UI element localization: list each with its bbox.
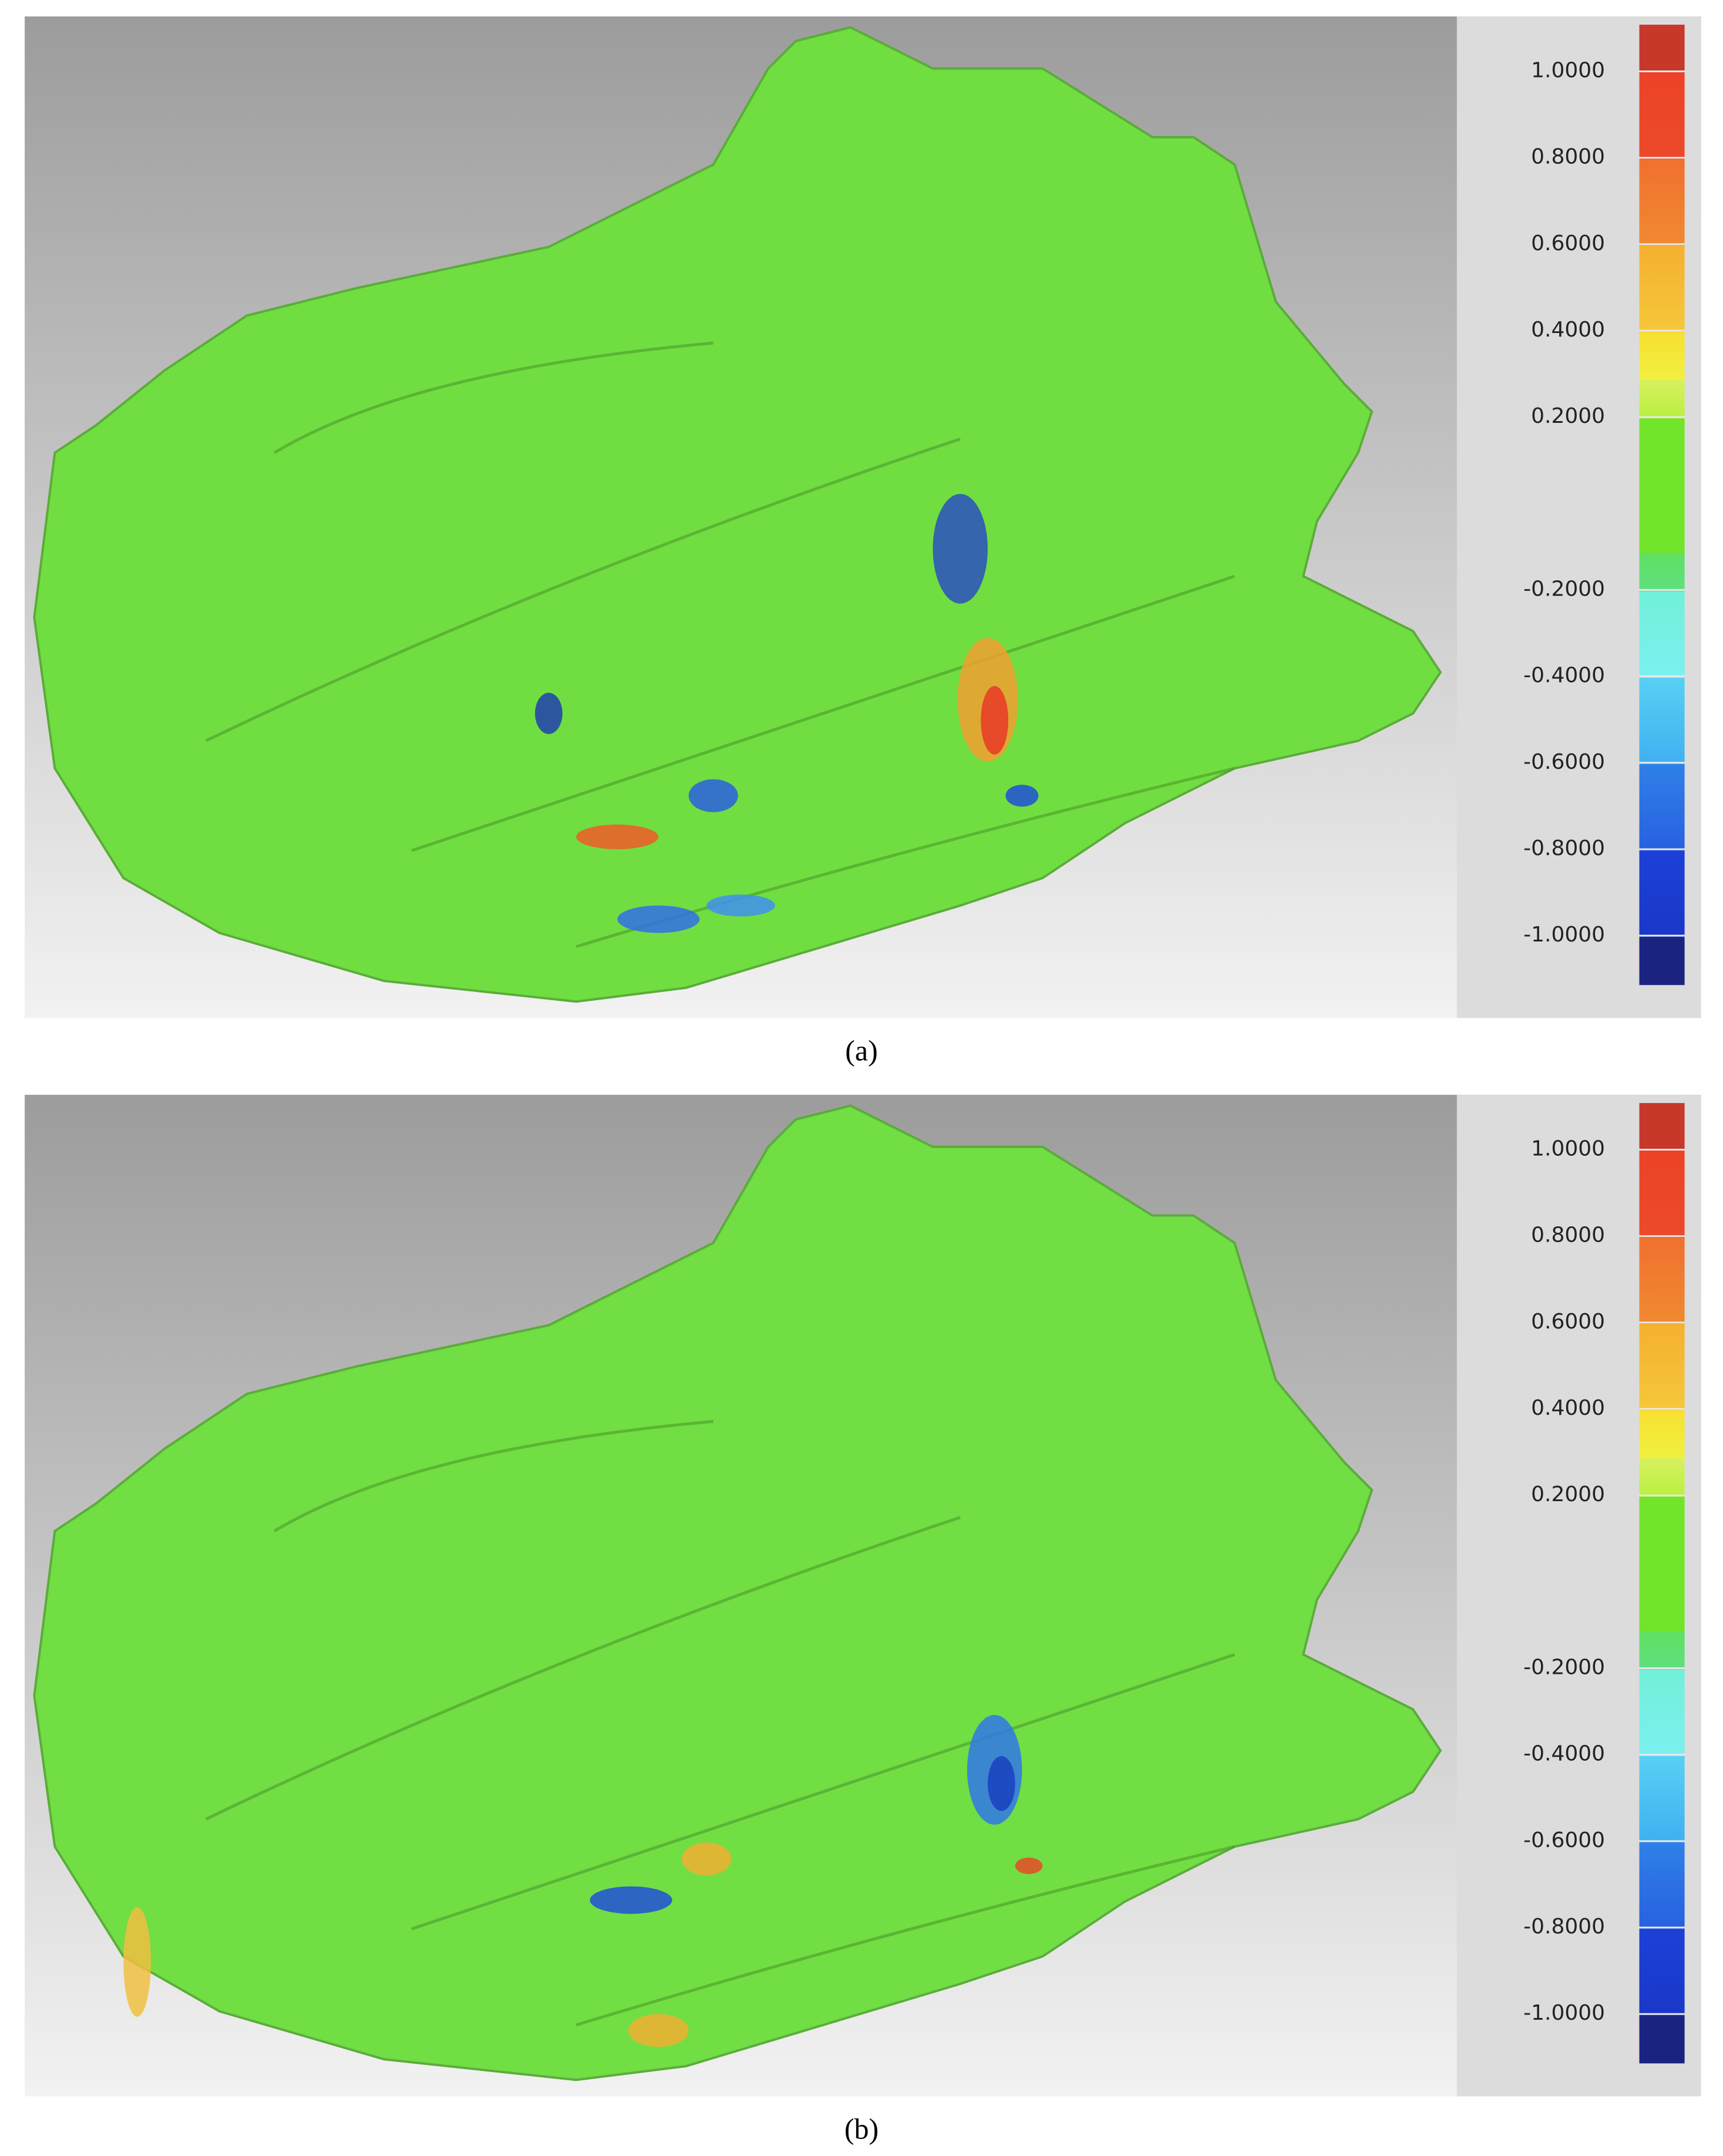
scale-label: 0.2000 xyxy=(1531,404,1605,428)
scale-label: 0.2000 xyxy=(1531,1482,1605,1506)
deviation-patch xyxy=(123,1907,151,2017)
deviation-patch xyxy=(933,493,988,604)
scan-surface xyxy=(33,1104,1442,2081)
scale-label: 0.4000 xyxy=(1531,1396,1605,1420)
scale-label: -0.6000 xyxy=(1523,1828,1605,1852)
scale-label: 1.0000 xyxy=(1531,58,1605,82)
scale-label: -0.2000 xyxy=(1523,577,1605,601)
deviation-patch xyxy=(535,692,563,734)
scale-label: -0.8000 xyxy=(1523,1915,1605,1939)
scale-label: -0.8000 xyxy=(1523,836,1605,860)
deviation-patch xyxy=(590,1886,672,1914)
surface-ridge xyxy=(273,341,714,455)
surface-ridge xyxy=(411,1653,1236,1930)
surface-shade xyxy=(34,1105,1441,2080)
panel-label: (b) xyxy=(844,2113,879,2145)
deviation-patch xyxy=(706,894,775,917)
scale-label: 0.8000 xyxy=(1531,1223,1605,1247)
panel-label: (a) xyxy=(845,1034,878,1067)
surface-ridge xyxy=(576,1845,1235,2027)
scale-label: -0.4000 xyxy=(1523,664,1605,688)
deviation-patch xyxy=(1005,785,1039,807)
deviation-patch xyxy=(1015,1857,1043,1874)
scan-surface xyxy=(33,26,1442,1003)
deviation-patch xyxy=(981,685,1008,755)
deviation-patch xyxy=(576,824,659,849)
deviation-patch xyxy=(987,1756,1015,1811)
scale-label: 0.4000 xyxy=(1531,318,1605,342)
scale-label: -0.2000 xyxy=(1523,1656,1605,1680)
color-bar xyxy=(1639,25,1685,985)
scale-label: 0.6000 xyxy=(1531,231,1605,255)
deviation-patch xyxy=(688,779,738,812)
color-bar xyxy=(1639,1103,1685,2064)
surface-ridge xyxy=(411,574,1236,852)
scale-label: -1.0000 xyxy=(1523,923,1605,947)
surface-ridge xyxy=(205,438,961,742)
surface-ridge xyxy=(205,1516,961,1821)
deviation-patch xyxy=(628,2014,689,2047)
scale-label: 1.0000 xyxy=(1531,1137,1605,1161)
deviation-patch xyxy=(681,1842,732,1876)
scale-label: -1.0000 xyxy=(1523,2001,1605,2025)
scale-label: 0.6000 xyxy=(1531,1310,1605,1334)
deviation-patch xyxy=(617,905,700,933)
scale-label: -0.6000 xyxy=(1523,750,1605,774)
scale-label: 0.8000 xyxy=(1531,145,1605,169)
surface-ridge xyxy=(273,1420,714,1533)
surface-shade xyxy=(34,27,1441,1002)
scale-label: -0.4000 xyxy=(1523,1742,1605,1766)
